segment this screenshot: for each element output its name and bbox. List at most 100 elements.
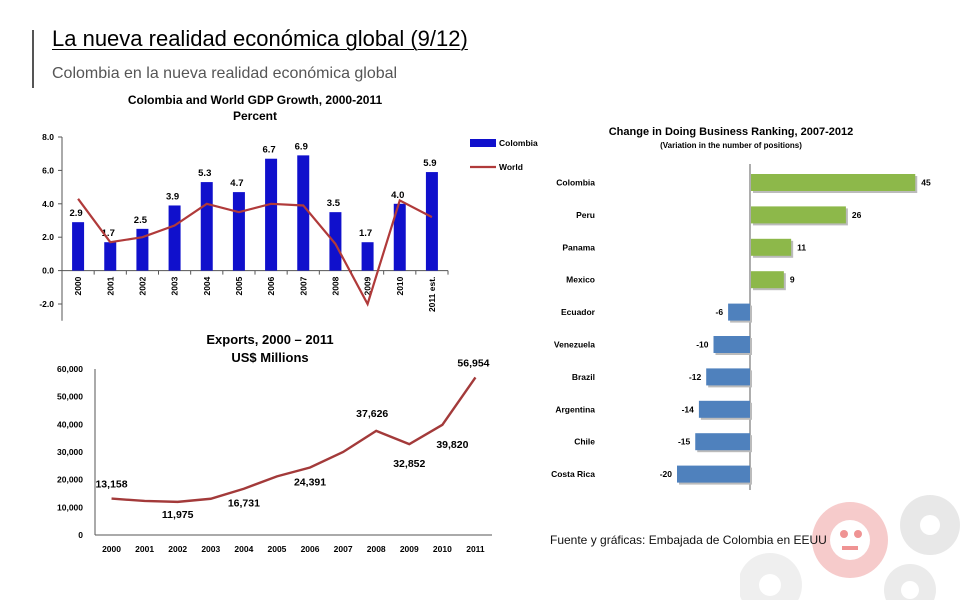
x-tick-label: 2006 — [266, 276, 276, 295]
x-tick-label: 2003 — [170, 276, 180, 295]
colombia-bar — [72, 222, 85, 271]
value-label: 9 — [790, 275, 795, 285]
legend-colombia-label: Colombia — [499, 138, 538, 148]
gdp-chart-subtitle: Percent — [233, 109, 277, 123]
y-tick-label: 8.0 — [42, 132, 54, 142]
colombia-bar — [361, 242, 374, 271]
x-tick-label: 2001 — [105, 276, 115, 295]
exports-chart-title: Exports, 2000 – 2011 — [206, 332, 333, 347]
gears-decoration — [740, 495, 960, 600]
x-tick-label: 2005 — [267, 544, 286, 554]
ranking-bar — [677, 465, 750, 483]
data-label: 56,954 — [457, 357, 489, 369]
x-tick-label: 2008 — [367, 544, 386, 554]
y-tick-label: 10,000 — [57, 502, 83, 512]
y-tick-label: 0.0 — [42, 266, 54, 276]
y-tick-label: -2.0 — [39, 299, 54, 309]
bar-data-label: 4.0 — [391, 190, 404, 201]
ranking-bar — [751, 174, 916, 191]
legend-world-label: World — [499, 162, 523, 172]
ranking-bar — [698, 400, 750, 418]
page-title: La nueva realidad económica global (9/12… — [52, 26, 468, 51]
country-label: Peru — [576, 210, 595, 220]
country-label: Argentina — [555, 404, 595, 414]
y-tick-label: 60,000 — [57, 364, 83, 374]
country-label: Venezuela — [554, 340, 595, 350]
y-tick-label: 40,000 — [57, 419, 83, 429]
country-label: Brazil — [572, 372, 595, 382]
colombia-bar — [168, 205, 181, 271]
y-tick-label: 20,000 — [57, 475, 83, 485]
x-tick-label: 2007 — [334, 544, 353, 554]
data-label: 24,391 — [294, 477, 326, 489]
title-accent-bar — [32, 30, 34, 88]
source-note: Fuente y gráficas: Embajada de Colombia … — [550, 533, 827, 547]
ranking-chart-subtitle: (Variation in the number of positions) — [660, 141, 802, 150]
colombia-bar — [104, 242, 117, 271]
x-tick-label: 2006 — [301, 544, 320, 554]
data-label: 37,626 — [356, 408, 388, 420]
colombia-bar — [329, 212, 342, 271]
value-label: 11 — [797, 242, 806, 252]
x-tick-label: 2000 — [73, 276, 83, 295]
world-line — [77, 198, 433, 307]
colombia-bar — [393, 203, 406, 271]
x-tick-label: 2005 — [234, 276, 244, 295]
bar-data-label: 3.5 — [327, 198, 341, 209]
exports-line — [111, 376, 477, 504]
y-tick-label: 50,000 — [57, 392, 83, 402]
data-label: 32,852 — [393, 458, 425, 470]
value-label: 45 — [921, 178, 931, 188]
ranking-chart-title: Change in Doing Business Ranking, 2007-2… — [609, 126, 854, 138]
bar-data-label: 5.9 — [423, 158, 436, 169]
value-label: -10 — [696, 340, 709, 350]
data-label: 16,731 — [228, 498, 260, 510]
value-label: -20 — [660, 469, 673, 479]
bar-data-label: 3.9 — [166, 191, 179, 202]
country-label: Chile — [574, 437, 595, 447]
gdp-chart-title: Colombia and World GDP Growth, 2000-2011 — [128, 93, 383, 107]
x-tick-label: 2002 — [137, 276, 147, 295]
colombia-bar — [425, 172, 438, 271]
y-tick-label: 4.0 — [42, 199, 54, 209]
ranking-bar — [751, 238, 792, 256]
value-label: -14 — [682, 404, 695, 414]
country-label: Ecuador — [561, 307, 596, 317]
country-label: Panama — [562, 242, 595, 252]
x-tick-label: 2000 — [102, 544, 121, 554]
x-tick-label: 2007 — [298, 276, 308, 295]
value-label: -6 — [716, 307, 724, 317]
y-tick-label: 0 — [78, 530, 83, 540]
bar-data-label: 1.7 — [359, 228, 372, 239]
bar-data-label: 1.7 — [102, 228, 115, 239]
page-subtitle: Colombia en la nueva realidad económica … — [52, 65, 398, 82]
colombia-bar — [297, 155, 310, 271]
y-tick-label: 6.0 — [42, 165, 54, 175]
data-label: 39,820 — [436, 439, 468, 451]
bar-data-label: 2.5 — [134, 215, 148, 226]
ranking-bar — [713, 336, 750, 353]
ranking-bar — [751, 271, 784, 289]
y-tick-label: 2.0 — [42, 232, 54, 242]
bar-data-label: 6.7 — [262, 145, 275, 156]
bar-data-label: 2.9 — [69, 208, 82, 219]
bar-data-label: 5.3 — [198, 168, 211, 179]
colombia-bar — [265, 158, 278, 271]
x-tick-label: 2010 — [395, 276, 405, 295]
x-tick-label: 2004 — [234, 544, 253, 554]
country-label: Mexico — [566, 275, 595, 285]
ranking-bar — [728, 303, 750, 321]
ranking-bar — [706, 368, 750, 386]
colombia-bar — [136, 228, 149, 271]
country-label: Colombia — [556, 178, 595, 188]
data-label: 11,975 — [162, 509, 194, 521]
value-label: 26 — [852, 210, 862, 220]
value-label: -12 — [689, 372, 702, 382]
legend-colombia-swatch — [470, 139, 496, 147]
bar-data-label: 6.9 — [295, 141, 308, 152]
x-tick-label: 2010 — [433, 544, 452, 554]
x-tick-label: 2009 — [363, 276, 373, 295]
country-label: Costa Rica — [551, 469, 595, 479]
